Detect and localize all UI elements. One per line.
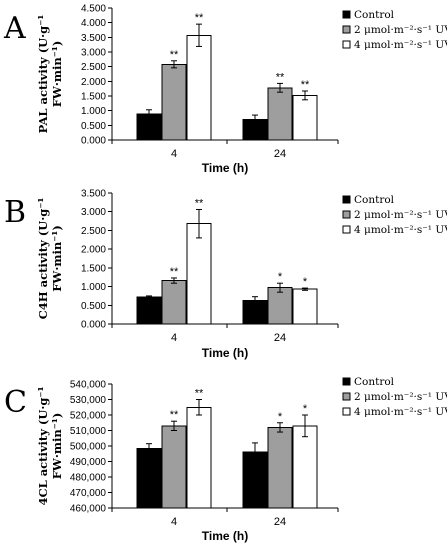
y-tick-label: 510,000 — [70, 426, 107, 437]
bar — [187, 224, 211, 324]
x-category-label: 4 — [171, 516, 177, 528]
significance-mark: ** — [170, 409, 179, 421]
panel-letter: A — [3, 11, 26, 46]
legend-swatch — [343, 393, 350, 400]
legend-label: 4 μmol·m⁻²·s⁻¹ UV-B — [354, 406, 447, 418]
significance-mark: ** — [195, 388, 204, 400]
y-tick-label: 2.500 — [81, 62, 106, 73]
y-tick-label: 4.500 — [81, 4, 106, 15]
legend-label: Control — [354, 194, 395, 206]
bar — [268, 288, 292, 324]
legend-label: 4 μmol·m⁻²·s⁻¹ UV-B — [354, 39, 447, 51]
significance-mark: ** — [301, 79, 310, 91]
y-axis-label: C4H activity (U·g⁻¹FW·min⁻¹) — [36, 198, 64, 320]
bar — [187, 407, 211, 508]
y-axis-label-line: PAL activity (U·g⁻¹ — [36, 15, 50, 134]
significance-mark: ** — [195, 197, 204, 209]
y-tick-label: 1.000 — [81, 282, 106, 293]
y-axis-label: 4CL activity (U·g⁻¹FW·min⁻¹) — [36, 386, 64, 505]
x-category-label: 4 — [171, 332, 177, 344]
significance-mark: ** — [195, 12, 204, 24]
significance-mark: ** — [170, 49, 179, 61]
y-axis-label-line: FW·min⁻¹) — [50, 41, 64, 108]
legend-label: 2 μmol·m⁻²·s⁻¹ UV-B — [354, 391, 447, 403]
y-tick-label: 2.500 — [81, 226, 106, 237]
y-tick-label: 4.000 — [81, 18, 106, 29]
y-tick-label: 0.000 — [81, 320, 106, 331]
y-tick-label: 0.500 — [81, 301, 106, 312]
y-tick-label: 3.500 — [81, 189, 106, 200]
bar — [293, 289, 317, 324]
panel-c: C 460,000 470,000 480,000 490,000 500,000 510,… — [4, 376, 447, 543]
x-axis-label: Time (h) — [202, 346, 248, 360]
y-tick-label: 3.500 — [81, 33, 106, 44]
x-category-label: 4 — [171, 148, 177, 160]
legend-swatch — [343, 11, 350, 18]
y-axis-label-line: FW·min⁻¹) — [50, 225, 64, 292]
legend-swatch — [343, 211, 350, 218]
x-axis-label: Time (h) — [202, 529, 248, 543]
x-axis-label: Time (h) — [202, 161, 248, 175]
y-tick-label: 2.000 — [81, 77, 106, 88]
x-category-label: 24 — [274, 332, 286, 344]
panel-letter: B — [4, 195, 26, 230]
y-tick-label: 480,000 — [70, 473, 107, 484]
bar — [162, 426, 186, 508]
significance-mark: * — [278, 411, 283, 423]
legend-swatch — [343, 226, 350, 233]
legend-label: 2 μmol·m⁻²·s⁻¹ UV-B — [354, 209, 447, 221]
y-tick-label: 460,000 — [70, 504, 107, 515]
legend-label: Control — [354, 376, 395, 388]
panel-letter: C — [4, 385, 27, 420]
x-category-label: 24 — [274, 148, 286, 160]
y-tick-label: 1.500 — [81, 92, 106, 103]
x-category-label: 24 — [274, 516, 286, 528]
legend-label: 4 μmol·m⁻²·s⁻¹ UV-B — [354, 224, 447, 236]
y-tick-label: 520,000 — [70, 411, 107, 422]
y-tick-label: 470,000 — [70, 488, 107, 499]
bar — [268, 88, 292, 140]
y-axis-label-line: 4CL activity (U·g⁻¹ — [36, 386, 50, 505]
legend-swatch — [343, 408, 350, 415]
bar — [293, 426, 317, 508]
y-tick-label: 2.000 — [81, 245, 106, 256]
bar — [162, 281, 186, 324]
y-tick-label: 490,000 — [70, 457, 107, 468]
y-tick-label: 3.000 — [81, 48, 106, 59]
y-tick-label: 3.000 — [81, 207, 106, 218]
legend-swatch — [343, 196, 350, 203]
significance-mark: * — [303, 276, 308, 288]
bar — [137, 448, 161, 508]
bar — [137, 297, 161, 324]
y-tick-label: 0.000 — [81, 136, 106, 147]
panel-a: A 0.000 0.500 1.000 1.500 2.000 2.500 3.000 3.50… — [3, 4, 447, 176]
y-tick-label: 530,000 — [70, 395, 107, 406]
bar — [268, 427, 292, 508]
legend-swatch — [343, 378, 350, 385]
significance-mark: ** — [170, 266, 179, 278]
y-axis-label-line: FW·min⁻¹) — [50, 413, 64, 480]
bar — [162, 64, 186, 140]
significance-mark: ** — [276, 71, 285, 83]
y-tick-label: 540,000 — [70, 380, 107, 391]
y-tick-label: 1.000 — [81, 106, 106, 117]
y-axis-label-line: C4H activity (U·g⁻¹ — [36, 198, 50, 320]
legend-swatch — [343, 41, 350, 48]
y-tick-label: 0.500 — [81, 121, 106, 132]
panel-b: B 0.000 0.500 1.000 1.500 2.000 2.500 3.000 3.50… — [4, 189, 447, 361]
legend-label: Control — [354, 9, 395, 21]
y-tick-label: 500,000 — [70, 442, 107, 453]
bar — [293, 95, 317, 140]
legend-label: 2 μmol·m⁻²·s⁻¹ UV-B — [354, 24, 447, 36]
significance-mark: * — [303, 403, 308, 415]
y-axis-label: PAL activity (U·g⁻¹FW·min⁻¹) — [36, 15, 64, 134]
legend-swatch — [343, 26, 350, 33]
significance-mark: * — [278, 271, 283, 283]
y-tick-label: 1.500 — [81, 263, 106, 274]
bar — [187, 35, 211, 140]
